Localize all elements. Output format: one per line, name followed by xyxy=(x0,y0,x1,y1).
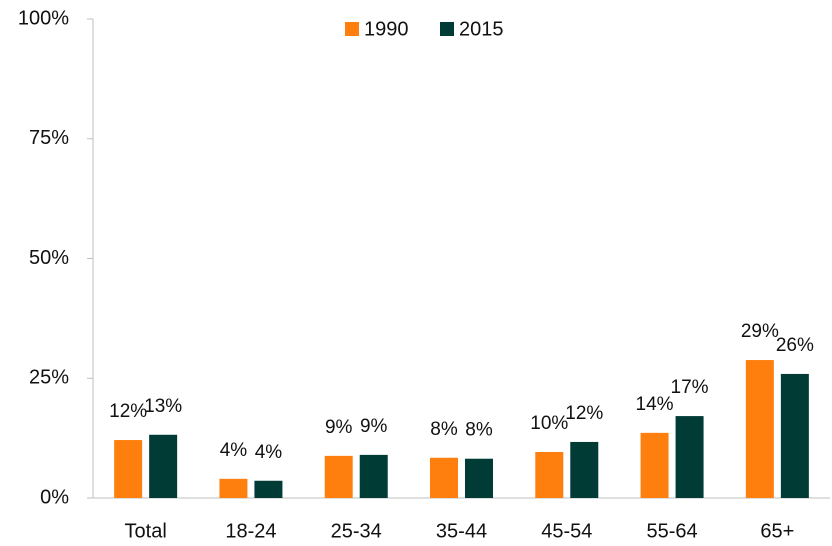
x-tick-label: 55-64 xyxy=(646,520,697,542)
legend-swatch xyxy=(440,22,454,36)
y-tick-label: 100% xyxy=(18,7,69,29)
x-tick-label: 35-44 xyxy=(436,520,487,542)
bar xyxy=(640,432,669,498)
y-tick-label: 0% xyxy=(40,486,69,508)
value-label: 8% xyxy=(430,419,458,440)
x-tick-label: 18-24 xyxy=(225,520,276,542)
bar xyxy=(465,458,493,498)
y-tick-label: 25% xyxy=(29,367,69,389)
bar xyxy=(219,478,248,498)
bar xyxy=(149,434,178,498)
legend-label: 2015 xyxy=(459,18,504,40)
x-tick-label: Total xyxy=(125,520,167,542)
bar xyxy=(254,480,283,498)
bar xyxy=(430,457,458,498)
bar xyxy=(745,360,774,498)
bar xyxy=(535,452,564,498)
value-label: 13% xyxy=(144,396,182,417)
value-label: 10% xyxy=(530,413,568,434)
value-label: 9% xyxy=(360,416,388,437)
x-tick-label: 65+ xyxy=(760,520,794,542)
value-label: 9% xyxy=(325,417,353,438)
x-tick-label: 25-34 xyxy=(331,520,382,542)
value-label: 14% xyxy=(636,394,674,415)
bar xyxy=(114,440,143,498)
bar xyxy=(359,454,388,498)
value-label: 4% xyxy=(220,440,248,461)
value-label: 12% xyxy=(565,403,603,424)
value-label: 12% xyxy=(109,401,147,422)
x-tick-label: 45-54 xyxy=(541,520,592,542)
bar xyxy=(780,373,809,498)
bar xyxy=(675,416,704,498)
value-label: 8% xyxy=(465,420,493,441)
legend-label: 1990 xyxy=(364,18,409,40)
bar xyxy=(570,441,599,498)
value-label: 17% xyxy=(671,377,709,398)
y-tick-label: 75% xyxy=(29,127,69,149)
value-label: 29% xyxy=(741,321,779,342)
legend-swatch xyxy=(345,22,359,36)
y-tick-label: 50% xyxy=(29,247,69,269)
value-label: 4% xyxy=(255,442,283,463)
bar xyxy=(324,455,353,498)
value-label: 26% xyxy=(776,335,814,356)
